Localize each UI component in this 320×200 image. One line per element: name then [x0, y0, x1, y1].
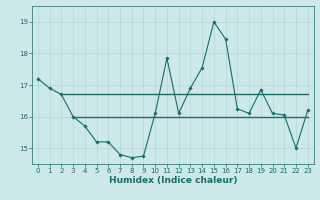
X-axis label: Humidex (Indice chaleur): Humidex (Indice chaleur)	[108, 176, 237, 185]
